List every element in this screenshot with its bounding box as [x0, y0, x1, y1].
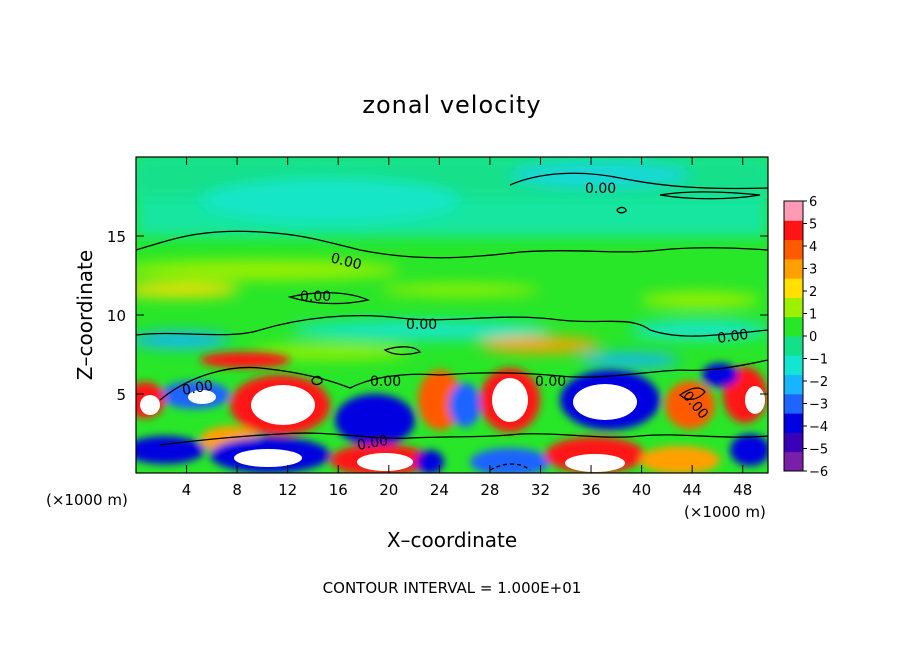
contour-label: 0.00 — [356, 433, 389, 454]
contour-label: 0.00 — [585, 181, 616, 197]
x-tick-label: 16 — [329, 481, 348, 499]
x-tick-label: 36 — [581, 481, 600, 499]
colorbar-swatch — [784, 393, 803, 414]
colorbar-label: 5 — [809, 218, 817, 233]
contour-line — [509, 172, 768, 190]
colorbar-label: −3 — [809, 398, 828, 413]
colorbar-swatch — [784, 297, 803, 318]
colorbar-swatch — [784, 336, 803, 356]
x-tick-label: 24 — [430, 481, 449, 499]
field-cores — [140, 378, 765, 472]
colorbar-swatch — [784, 451, 803, 472]
field-soft-features — [136, 161, 768, 367]
y-axis-ticks: 5 10 15 — [107, 228, 768, 404]
contour-label: 0.00 — [300, 289, 331, 305]
colorbar-swatch — [784, 432, 803, 453]
colorbar-label: 1 — [809, 308, 817, 323]
colorbar-label: 2 — [809, 285, 817, 300]
contour-line — [136, 315, 768, 337]
colorbar-label: 6 — [809, 195, 817, 210]
chart-title: zonal velocity — [362, 91, 541, 119]
contour-line — [659, 191, 761, 200]
colorbar-swatch — [784, 413, 803, 433]
x-origin-unit-label: (×1000 m) — [46, 491, 128, 509]
colorbar-label: −4 — [809, 420, 828, 435]
colorbar-label: 3 — [809, 263, 817, 278]
x-axis-unit-label: (×1000 m) — [684, 503, 766, 521]
x-tick-label: 40 — [632, 481, 651, 499]
x-tick-label: 44 — [683, 481, 702, 499]
x-tick-label: 28 — [480, 481, 499, 499]
colorbar-swatch — [784, 278, 803, 298]
colorbar-label: −6 — [809, 465, 828, 480]
colorbar-swatch — [784, 220, 803, 241]
contour-line-negative — [489, 463, 531, 471]
x-tick-label: 20 — [379, 481, 398, 499]
contour-line — [136, 230, 768, 259]
colorbar-swatch — [784, 239, 803, 260]
contour-line — [678, 387, 706, 400]
colorbar-label: −2 — [809, 375, 828, 390]
colorbar-swatch — [784, 258, 803, 279]
y-tick-label: 10 — [107, 307, 126, 325]
contour-label: 0.00 — [716, 327, 749, 347]
contour-line — [159, 432, 768, 446]
colorbar-label: 0 — [809, 330, 817, 345]
colorbar-swatch — [784, 316, 803, 337]
colorbar-swatch — [784, 201, 803, 221]
y-tick-label: 15 — [107, 228, 126, 246]
contour-line — [287, 292, 371, 305]
contour-label: 0.00 — [329, 250, 363, 273]
contour-label: 0.00 — [535, 374, 566, 390]
y-tick-label: 5 — [116, 386, 126, 404]
contour-line — [616, 206, 627, 214]
y-axis-title: Z–coordinate — [73, 250, 97, 380]
contour-line — [159, 359, 768, 401]
contour-line — [383, 346, 422, 356]
x-tick-label: 32 — [531, 481, 550, 499]
colorbar-swatch — [784, 374, 803, 395]
colorbar-label: −5 — [809, 443, 828, 458]
heatmap-field: 0.00 0.00 0.00 0.00 0.00 0.00 0.00 0.00 … — [136, 157, 768, 473]
x-axis-title: X–coordinate — [387, 528, 517, 552]
contour-line — [311, 375, 323, 386]
colorbar: 6 5 4 3 2 1 0 −1 −2 −3 −4 −5 −6 — [783, 195, 828, 480]
x-tick-label: 12 — [278, 481, 297, 499]
zero-contours — [136, 172, 768, 471]
x-tick-label: 48 — [733, 481, 752, 499]
x-tick-label: 8 — [232, 481, 242, 499]
contour-interval-note: CONTOUR INTERVAL = 1.000E+01 — [323, 579, 582, 597]
colorbar-label: 4 — [809, 240, 817, 255]
colorbar-label: −1 — [809, 353, 828, 368]
x-axis-ticks: 4 8 12 16 20 24 28 32 36 40 44 48 — [182, 157, 752, 499]
contour-label: 0.00 — [406, 317, 437, 333]
contour-label: 0.00 — [181, 378, 214, 399]
x-tick-label: 4 — [182, 481, 192, 499]
contour-label: 0.00 — [370, 374, 401, 390]
colorbar-swatch — [784, 355, 803, 376]
